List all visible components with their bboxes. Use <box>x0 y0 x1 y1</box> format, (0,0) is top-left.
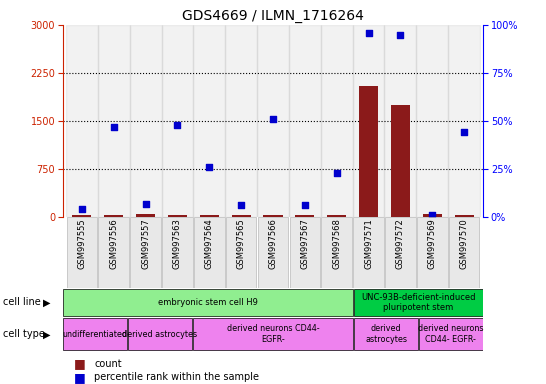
Text: GSM997570: GSM997570 <box>460 218 468 269</box>
Bar <box>73 215 92 217</box>
Bar <box>391 105 410 217</box>
Bar <box>289 25 321 217</box>
Point <box>364 30 373 36</box>
FancyBboxPatch shape <box>130 217 161 288</box>
Text: GSM997563: GSM997563 <box>173 218 182 269</box>
Bar <box>136 214 155 217</box>
Bar <box>104 215 123 217</box>
Bar <box>263 215 283 217</box>
Text: ■: ■ <box>74 358 86 371</box>
Point <box>237 202 246 209</box>
Bar <box>454 215 473 217</box>
Bar <box>193 25 225 217</box>
Text: derived astrocytes: derived astrocytes <box>122 329 197 339</box>
Text: GSM997568: GSM997568 <box>332 218 341 269</box>
Text: GSM997557: GSM997557 <box>141 218 150 269</box>
FancyBboxPatch shape <box>322 217 352 288</box>
FancyBboxPatch shape <box>162 217 193 288</box>
FancyBboxPatch shape <box>193 318 353 350</box>
FancyBboxPatch shape <box>417 217 448 288</box>
Bar <box>448 25 480 217</box>
Point <box>141 200 150 207</box>
FancyBboxPatch shape <box>419 318 483 350</box>
Text: undifferentiated: undifferentiated <box>63 329 128 339</box>
Point <box>460 129 468 136</box>
Bar <box>257 25 289 217</box>
FancyBboxPatch shape <box>449 217 479 288</box>
Text: GSM997571: GSM997571 <box>364 218 373 269</box>
Point <box>428 212 437 218</box>
Text: count: count <box>94 359 122 369</box>
Bar <box>423 214 442 217</box>
Point <box>300 202 309 209</box>
Text: percentile rank within the sample: percentile rank within the sample <box>94 372 259 382</box>
Bar <box>353 25 384 217</box>
Point <box>205 164 213 170</box>
Bar <box>359 86 378 217</box>
FancyBboxPatch shape <box>98 217 129 288</box>
FancyBboxPatch shape <box>258 217 288 288</box>
Text: derived neurons CD44-
EGFR-: derived neurons CD44- EGFR- <box>227 324 319 344</box>
Point <box>269 116 277 122</box>
Text: ▶: ▶ <box>43 330 50 340</box>
Text: GSM997569: GSM997569 <box>428 218 437 269</box>
Text: cell line: cell line <box>3 297 40 307</box>
FancyBboxPatch shape <box>353 217 384 288</box>
Text: GSM997567: GSM997567 <box>300 218 310 269</box>
Text: embryonic stem cell H9: embryonic stem cell H9 <box>158 298 258 307</box>
Text: GSM997555: GSM997555 <box>78 218 86 269</box>
FancyBboxPatch shape <box>67 217 97 288</box>
Bar <box>162 25 193 217</box>
Text: ■: ■ <box>74 371 86 384</box>
Text: GSM997566: GSM997566 <box>269 218 277 269</box>
FancyBboxPatch shape <box>354 318 418 350</box>
Text: GSM997564: GSM997564 <box>205 218 214 269</box>
Bar <box>130 25 162 217</box>
Bar <box>295 215 314 217</box>
Point <box>173 122 182 128</box>
FancyBboxPatch shape <box>226 217 257 288</box>
FancyBboxPatch shape <box>63 289 353 316</box>
Bar <box>327 215 346 217</box>
Text: GSM997565: GSM997565 <box>236 218 246 269</box>
Point <box>78 206 86 212</box>
Point <box>396 31 405 38</box>
Point <box>109 124 118 130</box>
Point <box>333 170 341 176</box>
FancyBboxPatch shape <box>63 318 127 350</box>
Text: UNC-93B-deficient-induced
pluripotent stem: UNC-93B-deficient-induced pluripotent st… <box>361 293 476 312</box>
Text: cell type: cell type <box>3 329 45 339</box>
Bar <box>98 25 130 217</box>
Bar <box>416 25 448 217</box>
Bar <box>200 215 219 217</box>
FancyBboxPatch shape <box>385 217 416 288</box>
FancyBboxPatch shape <box>194 217 224 288</box>
Text: derived
astrocytes: derived astrocytes <box>365 324 407 344</box>
FancyBboxPatch shape <box>289 217 320 288</box>
Text: ▶: ▶ <box>43 298 50 308</box>
Bar <box>232 215 251 217</box>
Bar <box>66 25 98 217</box>
Bar <box>168 215 187 217</box>
Bar <box>225 25 257 217</box>
Text: GSM997572: GSM997572 <box>396 218 405 269</box>
FancyBboxPatch shape <box>354 289 483 316</box>
FancyBboxPatch shape <box>128 318 192 350</box>
Bar <box>384 25 416 217</box>
Text: GSM997556: GSM997556 <box>109 218 118 269</box>
Bar <box>321 25 353 217</box>
Text: derived neurons
CD44- EGFR-: derived neurons CD44- EGFR- <box>418 324 484 344</box>
Title: GDS4669 / ILMN_1716264: GDS4669 / ILMN_1716264 <box>182 8 364 23</box>
